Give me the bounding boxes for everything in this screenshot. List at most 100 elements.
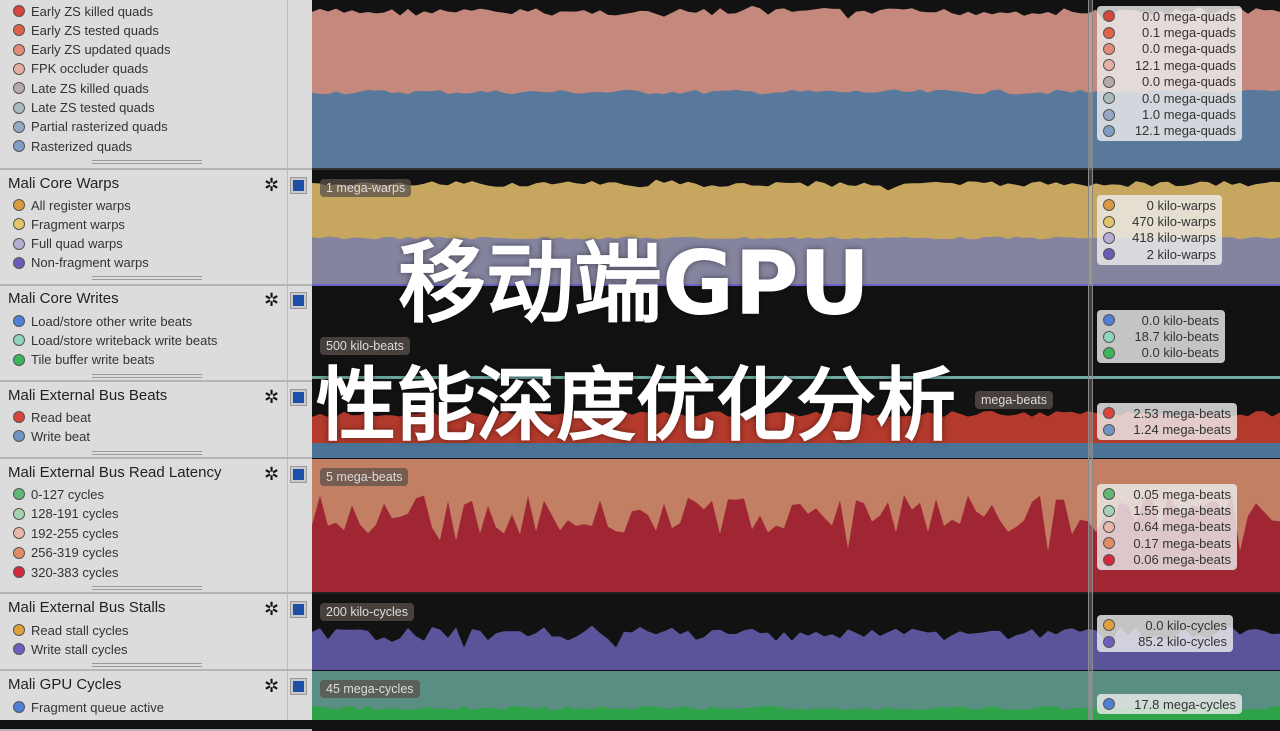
gear-icon[interactable]: ✲ [264, 599, 280, 619]
section-title: Mali Core Warps [8, 175, 120, 192]
area-fragment-queue-active [312, 706, 1280, 720]
resize-handle[interactable] [92, 586, 202, 590]
counter-item[interactable]: Early ZS updated quads [13, 42, 170, 58]
checkbox-icon[interactable] [290, 177, 307, 194]
gear-icon[interactable]: ✲ [264, 175, 280, 195]
counter-item[interactable]: Non-fragment warps [13, 255, 149, 271]
checkbox-icon[interactable] [290, 292, 307, 309]
series-color-icon [1103, 407, 1115, 420]
legend-value: 0.64 mega-beats [1133, 519, 1231, 535]
series-color-icon [13, 488, 25, 500]
legend-value: 418 kilo-warps [1132, 230, 1216, 246]
value-legend: 0.0 mega-quads 0.1 mega-quads 0.0 mega-qua… [1097, 6, 1242, 142]
counter-item[interactable]: Full quad warps [13, 236, 123, 252]
legend-row: 1.0 mega-quads [1103, 106, 1236, 122]
legend-row: 0.17 mega-beats [1103, 535, 1231, 551]
legend-value: 470 kilo-warps [1132, 214, 1216, 230]
legend-row: 0.0 mega-quads [1103, 90, 1236, 106]
counter-item[interactable]: All register warps [13, 197, 131, 213]
legend-row: 0.0 kilo-cycles [1103, 617, 1227, 633]
series-color-icon [13, 62, 25, 75]
counter-item[interactable]: 192-255 cycles [13, 525, 118, 541]
series-color-icon [13, 256, 25, 269]
counter-item[interactable]: Read beat [13, 409, 91, 425]
legend-value: 0 kilo-warps [1146, 197, 1216, 213]
checkbox-icon[interactable] [290, 601, 307, 618]
counter-item[interactable]: Early ZS tested quads [13, 22, 159, 38]
series-color-icon [1103, 537, 1115, 550]
section-title: Mali External Bus Stalls [8, 599, 166, 616]
counter-item[interactable]: FPK occluder quads [13, 61, 148, 77]
series-color-icon [13, 411, 25, 423]
series-color-icon [1103, 108, 1115, 121]
counter-item[interactable]: 0-127 cycles [13, 486, 104, 502]
gear-icon[interactable]: ✲ [264, 290, 280, 310]
counter-item[interactable]: Tile buffer write beats [13, 352, 155, 368]
legend-value: 12.1 mega-quads [1134, 57, 1236, 73]
counter-item[interactable]: Read stall cycles [13, 622, 129, 638]
section-title: Mali Core Writes [8, 290, 119, 307]
gear-icon[interactable]: ✲ [264, 676, 280, 696]
series-color-icon [13, 5, 25, 17]
value-legend: 0.0 kilo-cycles 85.2 kilo-cycles [1097, 615, 1233, 652]
resize-handle[interactable] [92, 451, 202, 455]
gear-icon[interactable]: ✲ [264, 464, 280, 484]
area-write-beat [312, 443, 1280, 458]
counter-item[interactable]: Rasterized quads [13, 138, 132, 154]
counter-item[interactable]: Write stall cycles [13, 641, 128, 657]
counter-label: Early ZS killed quads [31, 3, 154, 19]
series-color-icon [13, 701, 25, 713]
counter-label: Write beat [31, 428, 91, 444]
controls-column [287, 0, 312, 720]
legend-row: 0.0 mega-quads [1103, 74, 1236, 90]
series-color-icon [13, 566, 25, 578]
counter-item[interactable]: Fragment queue active [13, 699, 164, 715]
series-color-icon [1103, 124, 1115, 137]
series-color-icon [13, 120, 25, 133]
counter-item[interactable]: 320-383 cycles [13, 564, 118, 580]
resize-handle[interactable] [92, 663, 202, 667]
checkbox-icon[interactable] [290, 389, 307, 406]
counter-label: All register warps [31, 197, 131, 213]
area-latency-320-383 [312, 495, 1280, 592]
legend-value: 1.24 mega-beats [1133, 422, 1231, 438]
resize-handle[interactable] [92, 276, 202, 280]
counter-item[interactable]: Load/store writeback write beats [13, 332, 217, 348]
resize-handle[interactable] [92, 374, 202, 378]
counter-item[interactable]: Fragment warps [13, 216, 125, 232]
gear-icon[interactable]: ✲ [264, 387, 280, 407]
legend-row: 1.55 mega-beats [1103, 502, 1231, 518]
legend-value: 0.0 mega-quads [1142, 8, 1236, 24]
row-divider [312, 592, 1280, 594]
legend-row: 0 kilo-warps [1103, 197, 1216, 213]
counter-label: Late ZS killed quads [31, 80, 149, 96]
timeline-cursor[interactable] [1088, 0, 1093, 720]
legend-row: 0.1 mega-quads [1103, 24, 1236, 40]
counter-label: Write stall cycles [31, 641, 128, 657]
counter-item[interactable]: 128-191 cycles [13, 506, 118, 522]
legend-row: 470 kilo-warps [1103, 213, 1216, 229]
counter-label: Early ZS tested quads [31, 22, 159, 38]
counter-item[interactable]: Write beat [13, 428, 90, 444]
legend-value: 0.0 mega-quads [1142, 90, 1236, 106]
checkbox-icon[interactable] [290, 678, 307, 695]
counter-item[interactable]: Partial rasterized quads [13, 119, 168, 135]
series-color-icon [13, 199, 25, 211]
series-color-icon [1103, 10, 1115, 23]
checkbox-icon[interactable] [290, 466, 307, 483]
series-color-icon [13, 237, 25, 250]
section-title: Mali External Bus Read Latency [8, 464, 222, 481]
legend-row: 2 kilo-warps [1103, 246, 1216, 262]
area-rasterized-quads [312, 89, 1280, 168]
counter-label: 192-255 cycles [31, 525, 119, 541]
series-color-icon [13, 315, 25, 327]
counter-item[interactable]: Early ZS killed quads [13, 3, 153, 19]
counter-item[interactable]: Late ZS killed quads [13, 80, 149, 96]
series-color-icon [1103, 619, 1115, 632]
counter-item[interactable]: Load/store other write beats [13, 313, 192, 329]
series-color-icon [1103, 215, 1115, 228]
counter-item[interactable]: 256-319 cycles [13, 545, 118, 561]
counter-item[interactable]: Late ZS tested quads [13, 100, 155, 116]
resize-handle[interactable] [92, 160, 202, 164]
series-color-icon [1103, 42, 1115, 55]
